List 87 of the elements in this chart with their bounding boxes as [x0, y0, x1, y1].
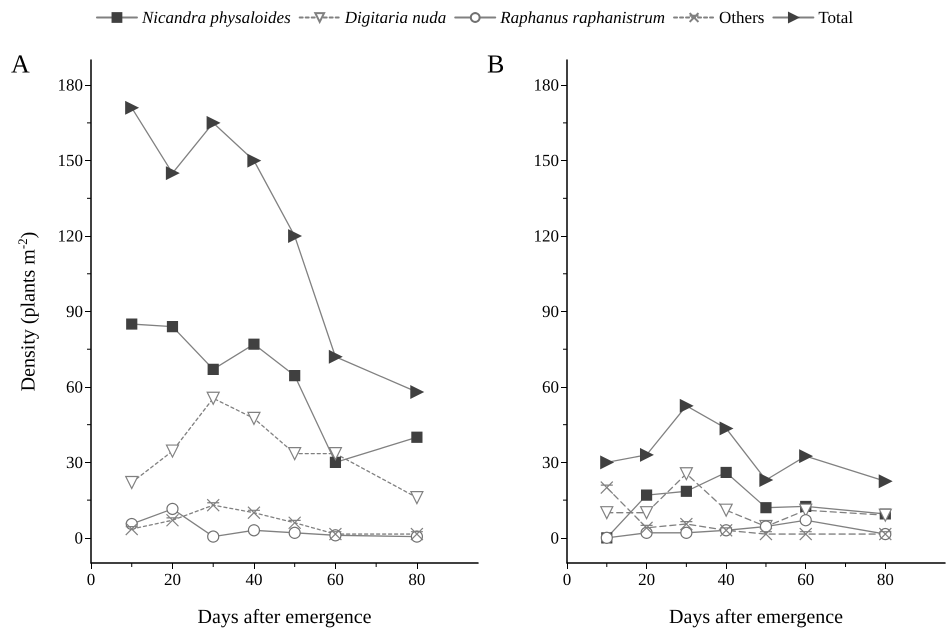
x-axis-title: Days after emergence: [669, 606, 844, 628]
point: [800, 514, 812, 526]
point: [680, 526, 692, 539]
point: [799, 527, 812, 541]
x-axis-title: Days after emergence: [198, 606, 372, 628]
y-tick-label: 90: [542, 302, 559, 321]
point: [720, 504, 733, 517]
point: [328, 447, 342, 460]
x-tick-label: 20: [638, 570, 656, 589]
point: [166, 502, 179, 516]
point: [125, 101, 138, 114]
point: [640, 521, 654, 534]
y-tick-label: 0: [74, 528, 83, 548]
point: [247, 506, 261, 520]
x-tick-label: 60: [326, 570, 344, 589]
y-tick-label: 60: [66, 377, 83, 396]
point: [878, 474, 892, 488]
point: [330, 456, 342, 468]
x-tick-label: 60: [797, 570, 814, 589]
point: [288, 516, 302, 530]
point: [720, 422, 733, 436]
y-tick-label: 150: [534, 151, 559, 170]
point: [289, 370, 300, 382]
y-tick-label: 180: [58, 76, 83, 95]
point: [206, 392, 220, 405]
chart-title: B: [487, 50, 504, 78]
x-tick-label: 40: [718, 570, 735, 589]
point: [640, 489, 652, 501]
point: [680, 517, 693, 531]
y-tick-label: 30: [66, 452, 83, 472]
point: [248, 524, 260, 536]
x-tick-label: 80: [408, 570, 426, 589]
point: [247, 154, 261, 168]
y-tick-label: 90: [66, 302, 83, 321]
point: [760, 502, 772, 514]
point: [759, 527, 773, 541]
point: [600, 480, 614, 494]
point: [799, 450, 812, 463]
x-tick-label: 40: [245, 570, 262, 589]
point: [126, 318, 138, 330]
point: [125, 476, 138, 490]
x-tick-label: 0: [562, 570, 572, 589]
y-tick-label: 30: [542, 452, 559, 472]
point: [410, 491, 424, 504]
chart-title: A: [11, 50, 30, 78]
y-tick-label: 150: [58, 151, 83, 170]
point: [720, 466, 732, 478]
point: [640, 506, 654, 520]
x-tick-label: 80: [876, 570, 894, 589]
point: [759, 473, 773, 487]
y-tick-label: 120: [58, 226, 83, 246]
legend-label: Raphanus raphanistrum: [499, 8, 666, 27]
point: [600, 506, 614, 520]
point: [166, 320, 178, 332]
point: [410, 527, 424, 541]
point: [288, 447, 302, 460]
point: [125, 522, 138, 536]
point: [680, 486, 692, 497]
point: [166, 166, 180, 180]
legend-label: Digitaria nuda: [344, 8, 446, 27]
y-tick-label: 180: [534, 76, 559, 95]
point: [288, 526, 301, 539]
point: [247, 412, 261, 425]
y-axis-title: Density (plants m-2): [15, 232, 40, 392]
point: [207, 530, 220, 543]
x-tick-label: 0: [86, 570, 96, 589]
point: [680, 399, 693, 412]
point: [206, 116, 220, 130]
point: [640, 448, 654, 462]
y-tick-label: 60: [542, 377, 559, 396]
point: [208, 364, 219, 375]
point: [600, 456, 614, 469]
point: [328, 350, 342, 364]
y-tick-label: 120: [534, 226, 559, 246]
point: [248, 338, 260, 350]
y-tick-label: 0: [550, 528, 559, 548]
x-tick-label: 20: [164, 570, 181, 589]
point: [410, 385, 424, 399]
point: [166, 514, 180, 527]
point: [206, 498, 220, 512]
point: [288, 229, 302, 243]
point: [411, 432, 422, 443]
point: [680, 467, 693, 480]
point: [166, 444, 180, 458]
legend-label: Others: [719, 8, 764, 27]
legend-label: Total: [818, 8, 854, 27]
legend-label: Nicandra physaloides: [140, 8, 292, 27]
